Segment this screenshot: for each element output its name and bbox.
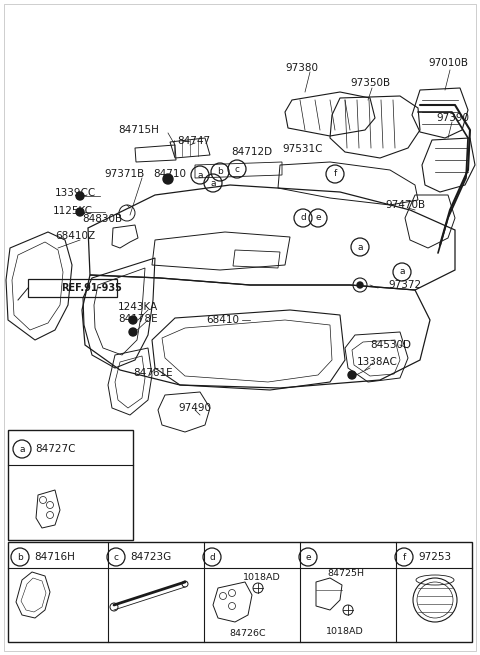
- Bar: [8, 542, 472, 642]
- Text: 1125KC: 1125KC: [53, 206, 93, 216]
- Circle shape: [348, 371, 356, 379]
- Text: 84530D: 84530D: [370, 340, 411, 350]
- Text: 84716H: 84716H: [34, 552, 75, 562]
- Text: b: b: [217, 168, 223, 176]
- Text: d: d: [209, 553, 215, 561]
- Text: c: c: [113, 553, 119, 561]
- Text: f: f: [334, 170, 336, 179]
- Text: 84715H: 84715H: [118, 125, 159, 135]
- Text: 84710: 84710: [153, 169, 186, 179]
- Text: 84723G: 84723G: [130, 552, 171, 562]
- Text: 84830B: 84830B: [82, 214, 122, 224]
- Text: 97490: 97490: [178, 403, 211, 413]
- Text: 1018AD: 1018AD: [326, 627, 364, 637]
- Text: 1018AD: 1018AD: [243, 572, 281, 582]
- Text: f: f: [402, 553, 406, 561]
- Text: 68410Z: 68410Z: [55, 231, 95, 241]
- Text: 97371B: 97371B: [104, 169, 144, 179]
- Text: e: e: [315, 214, 321, 223]
- Text: c: c: [235, 164, 240, 174]
- Text: a: a: [357, 242, 363, 252]
- Text: 84727C: 84727C: [35, 444, 75, 454]
- Circle shape: [163, 174, 173, 184]
- Text: 97010B: 97010B: [428, 58, 468, 68]
- Text: a: a: [197, 170, 203, 179]
- Text: d: d: [300, 214, 306, 223]
- Text: a: a: [399, 267, 405, 276]
- Bar: [8, 430, 133, 540]
- Text: 84725H: 84725H: [327, 569, 364, 578]
- Circle shape: [76, 192, 84, 200]
- Text: 97350B: 97350B: [350, 78, 390, 88]
- Text: 84178E: 84178E: [118, 314, 157, 324]
- Text: 84747: 84747: [177, 136, 210, 146]
- Text: 1338AC: 1338AC: [357, 357, 398, 367]
- Circle shape: [129, 328, 137, 336]
- Text: 84712D: 84712D: [231, 147, 272, 157]
- Text: 97531C: 97531C: [282, 144, 323, 154]
- Text: 97390: 97390: [436, 113, 469, 123]
- Text: 84761E: 84761E: [133, 368, 173, 378]
- Text: 84726C: 84726C: [230, 629, 266, 637]
- Circle shape: [129, 316, 137, 324]
- Text: b: b: [17, 553, 23, 561]
- Text: 97372: 97372: [388, 280, 421, 290]
- Text: a: a: [19, 445, 25, 453]
- Text: 97380: 97380: [285, 63, 318, 73]
- Text: 68410: 68410: [206, 315, 239, 325]
- Text: a: a: [210, 179, 216, 187]
- Text: 1339CC: 1339CC: [55, 188, 96, 198]
- Text: REF.91-935: REF.91-935: [61, 283, 122, 293]
- Text: e: e: [305, 553, 311, 561]
- Bar: [28, 279, 117, 297]
- Text: 1243KA: 1243KA: [118, 302, 158, 312]
- Circle shape: [76, 208, 84, 216]
- Circle shape: [357, 282, 363, 288]
- Text: 97253: 97253: [418, 552, 451, 562]
- Text: 97470B: 97470B: [385, 200, 425, 210]
